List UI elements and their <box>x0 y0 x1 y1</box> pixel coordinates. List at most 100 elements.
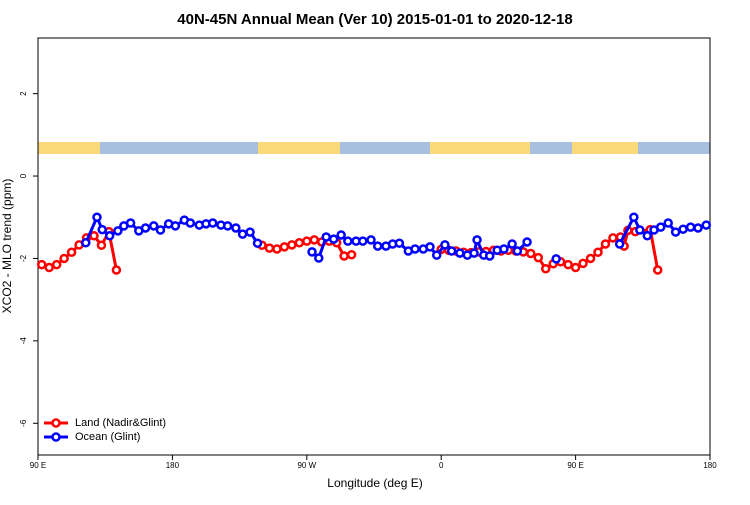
point <box>629 212 639 222</box>
point <box>96 240 107 251</box>
point <box>455 248 465 258</box>
point <box>600 239 611 249</box>
point <box>563 259 573 270</box>
y-tick-label: -4 <box>19 337 28 345</box>
point <box>339 251 349 261</box>
point <box>570 262 581 273</box>
point <box>185 218 196 228</box>
point <box>410 244 420 254</box>
point <box>655 222 666 232</box>
point <box>51 259 62 270</box>
point <box>440 240 450 250</box>
point <box>125 218 136 228</box>
point <box>264 243 275 253</box>
legend-marker <box>51 432 61 442</box>
point <box>81 238 91 248</box>
point <box>207 218 218 228</box>
point <box>97 224 107 235</box>
point <box>237 229 248 239</box>
point <box>155 225 166 235</box>
point <box>92 212 102 222</box>
point <box>585 253 596 264</box>
chart-title: 40N-45N Annual Mean (Ver 10) 2015-01-01 … <box>177 11 572 28</box>
point <box>469 248 479 258</box>
point <box>614 239 625 249</box>
point <box>425 242 435 252</box>
point <box>272 244 282 254</box>
point <box>372 241 383 251</box>
legend-label: Ocean (Glint) <box>75 431 140 443</box>
point <box>431 250 442 260</box>
point <box>358 236 368 246</box>
y-tick-label: 0 <box>19 173 28 178</box>
point <box>44 262 54 273</box>
point <box>287 240 297 250</box>
point <box>104 231 115 241</box>
legend-label: Land (Nadir&Glint) <box>75 417 166 429</box>
point <box>652 265 663 275</box>
point <box>551 254 561 264</box>
plot-frame <box>37 37 711 456</box>
point <box>678 224 688 234</box>
point <box>608 233 618 243</box>
point <box>328 234 339 244</box>
point <box>578 258 588 269</box>
point <box>309 235 320 245</box>
point <box>59 253 69 264</box>
point <box>642 231 653 241</box>
point <box>279 242 290 252</box>
land-mask <box>38 142 710 154</box>
point <box>222 221 233 231</box>
point <box>593 247 603 258</box>
point <box>512 246 523 256</box>
point <box>484 251 495 261</box>
legend-marker <box>51 418 61 428</box>
point <box>148 221 159 231</box>
point <box>366 235 376 245</box>
point <box>533 252 544 263</box>
point <box>540 264 551 274</box>
y-tick-label: -2 <box>19 254 28 262</box>
y-tick-label: -6 <box>19 419 28 427</box>
x-axis-label: Longitude (deg E) <box>327 476 422 490</box>
point <box>170 221 181 231</box>
x-tick-label: 180 <box>166 461 180 470</box>
point <box>693 223 703 233</box>
point <box>140 223 151 233</box>
point <box>294 238 305 248</box>
point <box>526 248 536 259</box>
x-tick-label: 0 <box>439 461 444 470</box>
point <box>685 222 696 232</box>
point <box>307 247 317 257</box>
point <box>245 227 255 237</box>
point <box>111 265 122 275</box>
point <box>507 239 517 249</box>
point <box>394 238 405 248</box>
point <box>635 225 645 235</box>
x-tick-label: 90 E <box>567 461 583 470</box>
x-tick-label: 180 <box>703 461 717 470</box>
y-tick-label: 2 <box>19 91 28 96</box>
point <box>701 220 712 230</box>
x-tick-label: 90 E <box>30 461 46 470</box>
point <box>36 259 47 270</box>
point <box>336 230 346 240</box>
point <box>66 247 77 258</box>
point <box>670 227 681 237</box>
point <box>321 232 331 242</box>
point <box>313 253 324 263</box>
point <box>346 249 357 260</box>
point <box>522 237 532 247</box>
point <box>113 226 123 236</box>
point <box>252 238 263 248</box>
point <box>231 223 241 233</box>
point <box>302 236 312 246</box>
point <box>343 236 353 246</box>
point <box>499 244 509 254</box>
point <box>663 218 673 228</box>
point <box>446 246 457 256</box>
y-axis-label: XCO2 - MLO trend (ppm) <box>0 179 14 314</box>
point <box>472 235 482 245</box>
x-tick-label: 90 W <box>297 461 316 470</box>
